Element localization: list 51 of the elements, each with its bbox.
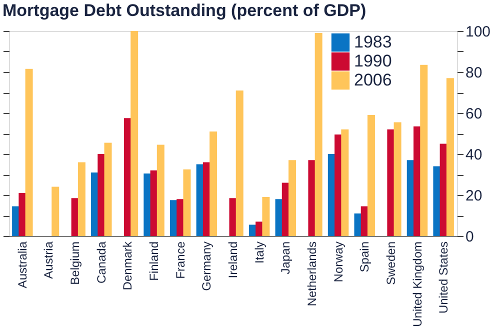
bar xyxy=(25,68,33,236)
chart-title: Mortgage Debt Outstanding (percent of GDP) xyxy=(2,1,366,20)
legend-label: 2006 xyxy=(354,70,392,90)
x-tick-label: Germany xyxy=(200,242,214,291)
y-tick-label: 0 xyxy=(466,228,474,246)
bar xyxy=(354,213,362,236)
bar xyxy=(130,31,138,236)
x-tick-label: Netherlands xyxy=(304,242,319,306)
bar xyxy=(262,197,270,236)
bar xyxy=(156,144,164,236)
bar xyxy=(210,131,218,236)
bar xyxy=(387,129,395,236)
x-tick-label: Denmark xyxy=(120,240,135,290)
bar xyxy=(52,186,60,236)
x-tick-label: Sweden xyxy=(384,242,398,285)
legend-label: 1983 xyxy=(354,32,392,52)
bar xyxy=(433,166,441,236)
x-tick-label: Canada xyxy=(94,241,108,284)
x-tick-label: Italy xyxy=(252,242,266,264)
x-tick-label: Norway xyxy=(331,242,346,282)
x-tick-label: Japan xyxy=(278,242,293,274)
x-tick-label: Austria xyxy=(42,241,56,279)
x-tick-label: Belgium xyxy=(68,242,82,285)
x-tick-label: Spain xyxy=(358,242,372,272)
bar xyxy=(98,154,106,236)
y-tick-label: 40 xyxy=(466,146,482,164)
bar xyxy=(420,64,428,236)
bar xyxy=(308,160,316,236)
bar xyxy=(367,115,375,236)
bar xyxy=(18,192,26,236)
x-tick-label: France xyxy=(173,241,188,279)
x-tick-label: Ireland xyxy=(226,242,240,278)
bar xyxy=(341,129,349,236)
x-tick-label: United States xyxy=(436,242,451,314)
bar xyxy=(104,142,112,236)
bar xyxy=(288,160,296,236)
bar xyxy=(183,169,191,236)
y-tick-label: 100 xyxy=(466,24,491,40)
bar xyxy=(236,90,244,236)
x-tick-label: Finland xyxy=(147,242,162,281)
bar xyxy=(314,33,322,236)
x-tick-label: United Kingdom xyxy=(410,242,424,327)
bar xyxy=(78,162,86,236)
bar xyxy=(144,173,152,236)
bar xyxy=(446,78,454,236)
bar xyxy=(394,122,402,236)
y-tick-label: 60 xyxy=(466,106,482,122)
x-tick-label: Australia xyxy=(15,241,30,288)
legend-label: 1990 xyxy=(354,52,392,70)
y-tick-label: 20 xyxy=(466,188,482,204)
y-tick-label: 80 xyxy=(466,64,482,82)
